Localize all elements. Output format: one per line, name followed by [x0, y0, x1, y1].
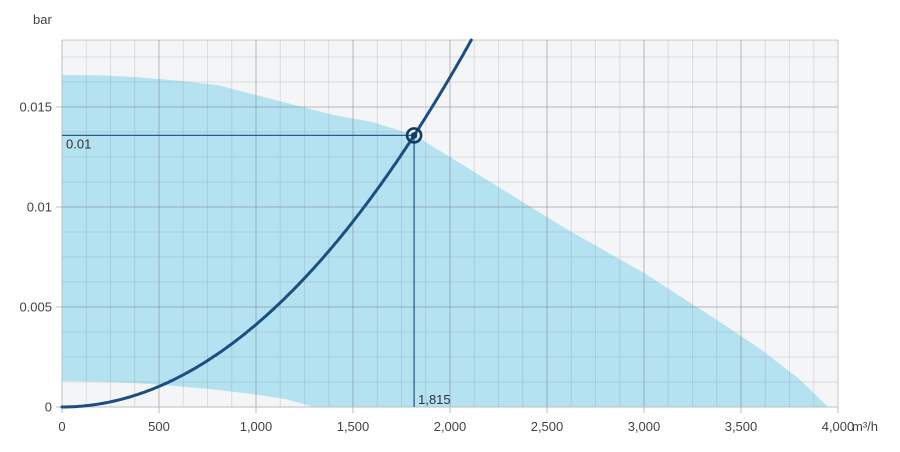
- x-tick-label: 2,000: [434, 419, 467, 434]
- y-tick-label: 0: [45, 400, 52, 415]
- x-tick-label: 500: [148, 419, 170, 434]
- x-tick-label: 1,000: [240, 419, 273, 434]
- x-tick-label: 3,500: [725, 419, 758, 434]
- y-tick-label: 0.005: [19, 300, 52, 315]
- x-tick-label: 0: [58, 419, 65, 434]
- y-axis-unit-label: bar: [33, 12, 52, 27]
- x-tick-label: 3,000: [628, 419, 661, 434]
- operating-envelope-area: [62, 75, 829, 407]
- x-axis-unit-label: m³/h: [852, 419, 878, 434]
- y-tick-label: 0.01: [27, 200, 52, 215]
- operating-point-ring[interactable]: [405, 127, 423, 144]
- x-tick-label: 4,000: [822, 419, 855, 434]
- pressure-annotation-label: 0.01: [66, 136, 91, 151]
- operating-point-marker[interactable]: [410, 132, 418, 139]
- system-curve: [60, 38, 473, 409]
- y-tick-label: 0.015: [19, 100, 52, 115]
- grid: [62, 39, 839, 407]
- x-tick-label: 2,500: [531, 419, 564, 434]
- x-tick-label: 1,500: [337, 419, 370, 434]
- flow-annotation-label: 1,815: [418, 392, 451, 407]
